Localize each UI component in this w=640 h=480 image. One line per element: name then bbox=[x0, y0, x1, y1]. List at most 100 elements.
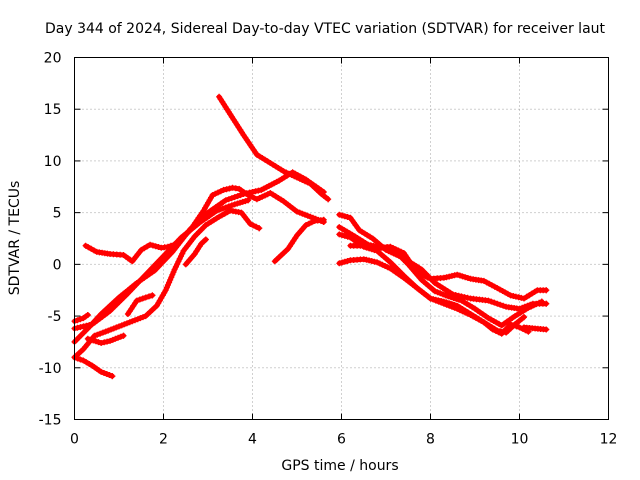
data-point bbox=[99, 329, 106, 336]
data-point bbox=[500, 302, 507, 309]
data-point bbox=[459, 308, 466, 315]
data-point bbox=[543, 287, 550, 294]
data-point bbox=[231, 194, 238, 201]
data-point bbox=[124, 320, 130, 327]
data-point bbox=[533, 301, 540, 308]
y-axis-title: SDTVAR / TECUs bbox=[7, 181, 23, 296]
series-markers bbox=[71, 207, 263, 361]
data-point bbox=[129, 318, 136, 325]
data-point bbox=[234, 193, 241, 200]
data-point bbox=[120, 332, 127, 339]
series-arc-11 bbox=[271, 216, 327, 265]
series-arc-10 bbox=[182, 236, 209, 268]
data-point bbox=[215, 189, 221, 196]
data-point bbox=[101, 339, 108, 346]
x-tick-label: 10 bbox=[511, 432, 529, 448]
data-point bbox=[445, 293, 452, 300]
data-point bbox=[336, 260, 343, 267]
x-tick-label: 8 bbox=[426, 432, 435, 448]
data-point bbox=[443, 301, 450, 308]
data-point bbox=[427, 295, 434, 302]
data-point bbox=[336, 231, 343, 238]
data-point bbox=[485, 297, 492, 304]
data-point bbox=[434, 289, 441, 296]
data-point bbox=[446, 273, 453, 280]
data-point bbox=[133, 297, 140, 304]
data-point bbox=[454, 305, 461, 312]
data-point bbox=[80, 323, 87, 330]
data-point bbox=[74, 317, 81, 324]
data-point bbox=[105, 327, 112, 334]
data-point bbox=[172, 263, 179, 270]
data-point bbox=[121, 321, 128, 328]
data-point bbox=[320, 189, 327, 195]
data-point bbox=[299, 210, 306, 217]
data-point bbox=[521, 314, 527, 321]
data-point bbox=[149, 242, 156, 249]
data-point bbox=[95, 339, 102, 346]
data-point bbox=[543, 300, 550, 307]
data-point bbox=[212, 190, 219, 197]
data-point bbox=[228, 202, 235, 209]
data-point bbox=[237, 192, 244, 199]
data-point bbox=[462, 309, 469, 316]
data-point bbox=[142, 294, 149, 301]
data-point bbox=[253, 196, 260, 203]
data-point bbox=[217, 188, 224, 195]
data-point bbox=[209, 192, 216, 199]
data-point bbox=[107, 337, 114, 344]
data-point bbox=[147, 241, 154, 248]
data-point bbox=[118, 322, 125, 329]
data-point bbox=[116, 323, 122, 330]
series-arc-6 bbox=[82, 184, 327, 265]
data-point bbox=[438, 299, 445, 306]
series-arc-7 bbox=[71, 207, 263, 361]
data-point bbox=[442, 292, 449, 299]
data-point bbox=[222, 204, 229, 211]
data-point bbox=[220, 186, 227, 193]
data-point bbox=[462, 274, 469, 281]
data-point bbox=[134, 316, 141, 323]
chart-title: Day 344 of 2024, Sidereal Day-to-day VTE… bbox=[45, 21, 606, 37]
data-point bbox=[494, 300, 501, 307]
data-point bbox=[341, 213, 348, 220]
data-point bbox=[464, 310, 471, 317]
data-point bbox=[543, 326, 550, 333]
data-point bbox=[87, 336, 94, 343]
data-point bbox=[336, 211, 343, 218]
data-point bbox=[164, 243, 171, 250]
plot-frame bbox=[74, 57, 609, 420]
data-point bbox=[280, 168, 287, 175]
data-point bbox=[174, 261, 181, 268]
data-point bbox=[94, 331, 101, 338]
data-point bbox=[461, 294, 468, 301]
data-point bbox=[341, 258, 348, 265]
data-point bbox=[152, 243, 159, 250]
data-point bbox=[256, 195, 263, 201]
data-point bbox=[398, 248, 405, 255]
data-point bbox=[222, 197, 229, 204]
data-point bbox=[155, 244, 162, 250]
data-point bbox=[132, 317, 138, 324]
data-point bbox=[108, 326, 114, 333]
data-point bbox=[488, 298, 495, 305]
series-markers bbox=[347, 242, 550, 302]
data-point bbox=[256, 225, 263, 232]
data-point bbox=[392, 246, 399, 253]
data-point bbox=[245, 192, 252, 199]
x-axis-title: GPS time / hours bbox=[281, 458, 398, 474]
data-point bbox=[341, 232, 348, 239]
data-point bbox=[84, 312, 91, 318]
data-point bbox=[387, 243, 394, 250]
data-point bbox=[374, 259, 381, 266]
series-markers bbox=[71, 169, 327, 345]
series-markers bbox=[84, 332, 127, 346]
data-point bbox=[170, 241, 177, 248]
data-point bbox=[424, 274, 431, 281]
x-tick-label: 0 bbox=[70, 432, 79, 448]
data-point bbox=[451, 304, 458, 311]
data-point bbox=[242, 198, 249, 205]
data-point bbox=[446, 302, 453, 309]
data-point bbox=[339, 212, 346, 219]
